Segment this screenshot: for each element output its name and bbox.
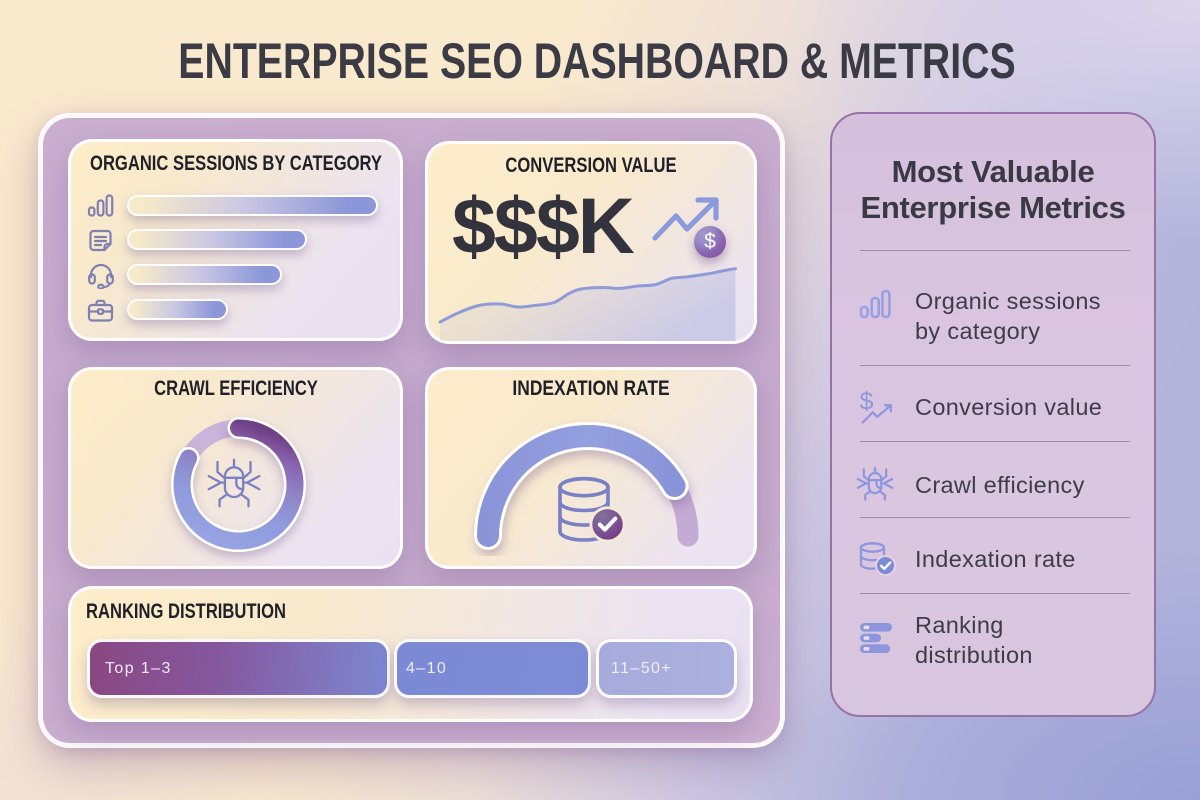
svg-text:$: $ (860, 388, 874, 416)
